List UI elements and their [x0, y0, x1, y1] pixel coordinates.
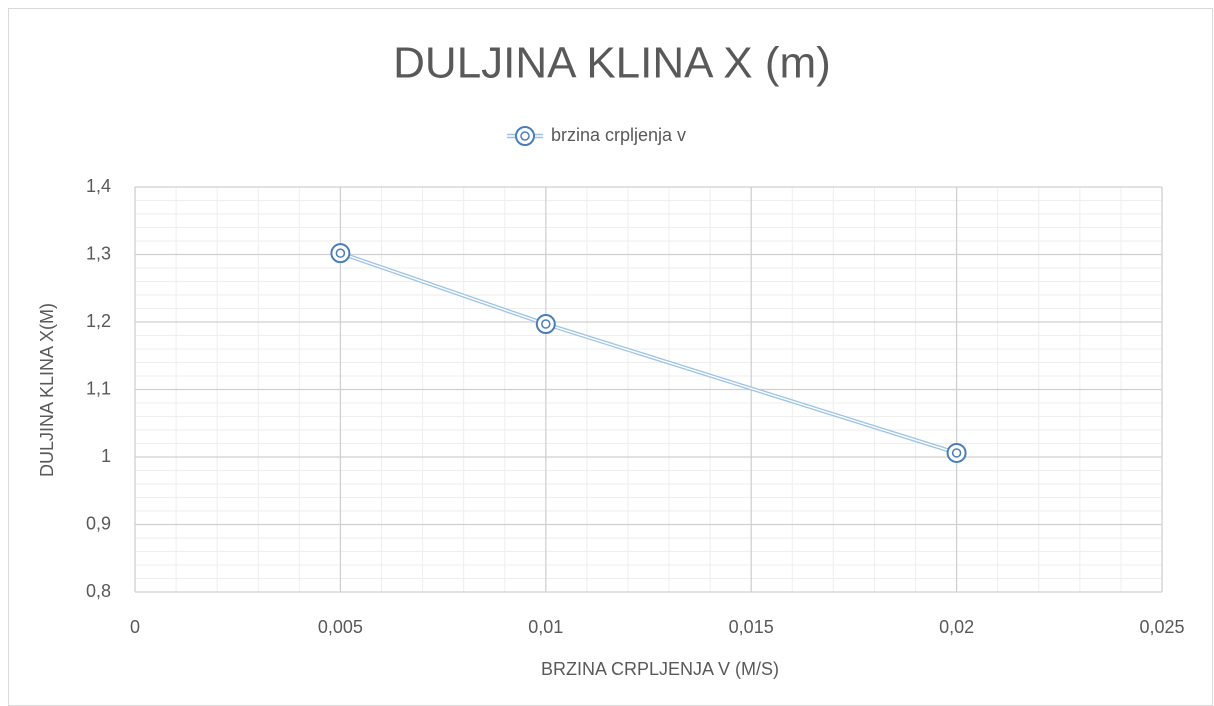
marker-ring — [946, 442, 967, 463]
marker-ring — [515, 126, 535, 146]
y-tick-label: 0,9 — [86, 513, 111, 533]
x-tick-label: 0 — [130, 617, 140, 637]
chart-title: DULJINA KLINA X (m) — [393, 39, 831, 88]
y-tick-label: 1,3 — [86, 243, 111, 263]
y-tick-label: 1,4 — [86, 176, 111, 196]
marker-core — [520, 131, 530, 141]
x-tick-label: 0,01 — [528, 617, 563, 637]
marker-ring — [535, 314, 556, 335]
marker — [946, 442, 967, 463]
y-axis-label: DULJINA KLINA X(M) — [37, 303, 57, 477]
legend-label: brzina crpljenja v — [551, 125, 686, 145]
x-tick-label: 0,005 — [318, 617, 363, 637]
y-tick-label: 1,1 — [86, 378, 111, 398]
y-tick-label: 0,8 — [86, 581, 111, 601]
marker-core — [951, 448, 962, 458]
marker-ring — [330, 243, 351, 264]
grid — [134, 186, 1163, 593]
marker-core — [335, 248, 346, 258]
marker-core — [541, 319, 551, 329]
marker — [515, 126, 535, 146]
x-axis-label: BRZINA CRPLJENJA V (M/S) — [541, 659, 779, 679]
y-tick-label: 1,2 — [86, 311, 111, 331]
x-tick-label: 0,015 — [729, 617, 774, 637]
x-tick-label: 0,02 — [939, 617, 974, 637]
chart-border — [8, 8, 1213, 706]
y-tick-label: 1 — [101, 446, 111, 466]
marker — [535, 314, 556, 335]
x-tick-label: 0,025 — [1139, 617, 1184, 637]
marker — [330, 243, 351, 264]
